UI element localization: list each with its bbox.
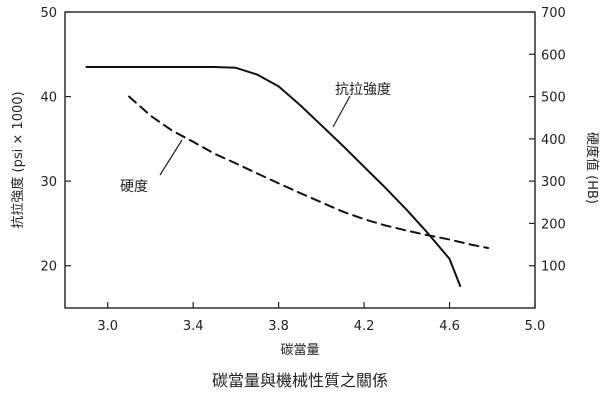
chart-caption: 碳當量與機械性質之關係 — [212, 371, 388, 390]
left-tick-label: 40 — [40, 91, 57, 106]
series-layer — [85, 66, 489, 287]
hardness-line — [128, 95, 489, 249]
right-axis: 100 200 300 400 500 600 700 — [529, 6, 566, 275]
tensile-strength-annotation: 抗拉強度 — [332, 82, 391, 128]
right-tick-label: 200 — [541, 217, 566, 232]
bottom-axis: 3.0 3.4 3.8 4.2 4.6 5.0 — [97, 302, 545, 334]
right-tick-label: 500 — [541, 91, 566, 106]
right-tick-label: 300 — [541, 175, 566, 190]
left-axis: 20 30 40 50 — [40, 6, 71, 275]
right-axis-title: 硬度值 (HB) — [584, 132, 600, 204]
right-tick-label: 700 — [541, 6, 566, 21]
hardness-annotation-label: 硬度 — [120, 179, 148, 195]
x-tick-label: 4.2 — [354, 319, 375, 334]
x-tick-label: 3.4 — [183, 319, 204, 334]
right-tick-label: 600 — [541, 48, 566, 63]
left-axis-title: 抗拉強度 (psi × 1000) — [10, 91, 26, 228]
x-tick-label: 3.0 — [97, 319, 118, 334]
left-tick-label: 50 — [40, 6, 57, 21]
x-tick-label: 3.8 — [268, 319, 289, 334]
tensile-strength-annotation-leader — [332, 95, 351, 128]
left-tick-label: 30 — [40, 175, 57, 190]
plot-frame — [64, 11, 536, 309]
x-axis-title: 碳當量 — [280, 343, 319, 358]
tensile-strength-line — [85, 66, 462, 287]
hardness-annotation: 硬度 — [120, 139, 183, 195]
hardness-annotation-leader — [159, 139, 183, 176]
right-tick-label: 100 — [541, 260, 566, 275]
x-tick-label: 5.0 — [525, 319, 546, 334]
tensile-strength-annotation-label: 抗拉強度 — [335, 82, 391, 98]
x-tick-label: 4.6 — [439, 319, 460, 334]
right-tick-label: 400 — [541, 133, 566, 148]
left-tick-label: 20 — [40, 260, 57, 275]
